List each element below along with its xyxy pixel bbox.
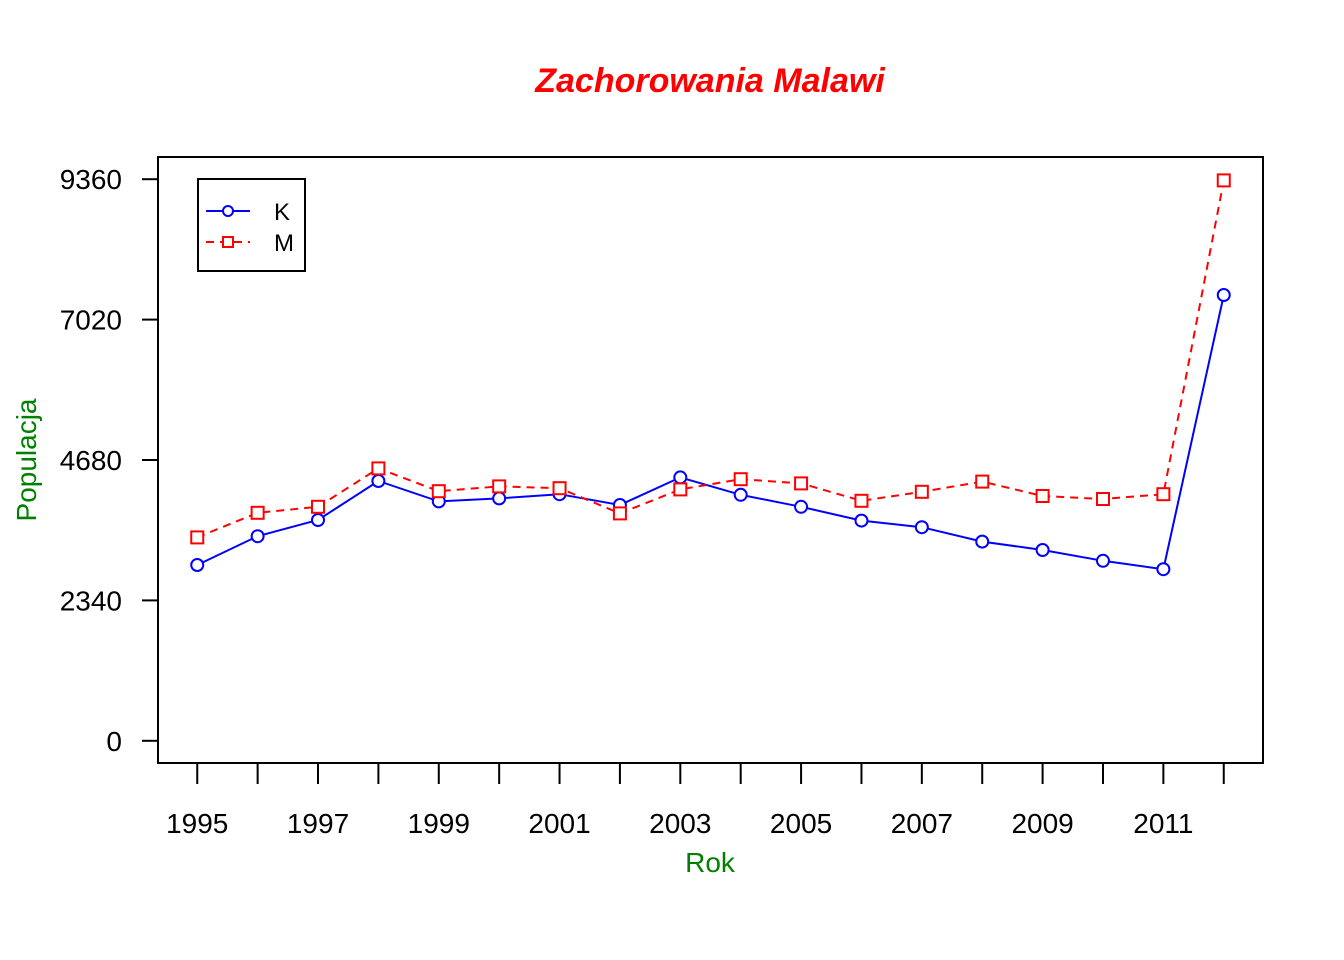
point-K [914, 520, 929, 535]
legend-marker-M [222, 236, 234, 248]
point-M [1216, 173, 1231, 188]
point-K [1216, 288, 1231, 302]
point-K [1035, 543, 1050, 557]
legend-label-M: M [274, 230, 294, 257]
y-tick-label: 0 [106, 726, 122, 757]
x-tick-label: 2009 [1011, 808, 1073, 839]
y-axis: 0 2340 4680 7020 9360 [60, 164, 158, 757]
point-K [1095, 553, 1110, 568]
point-M [612, 506, 627, 521]
x-tick-label: 1997 [287, 808, 349, 839]
series-line-K [196, 294, 1225, 571]
y-tick-label: 7020 [60, 305, 122, 336]
x-tick-label: 1999 [408, 808, 470, 839]
series-M [190, 173, 1231, 545]
x-tick-label: 2007 [891, 808, 953, 839]
x-tick-label: 2001 [528, 808, 590, 839]
y-tick-label: 2340 [60, 585, 122, 616]
chart-title: Zachorowania Malawi [534, 62, 886, 100]
point-M [794, 476, 809, 491]
point-M [1156, 487, 1171, 502]
point-M [975, 474, 990, 489]
point-M [673, 482, 688, 497]
point-K [975, 534, 990, 549]
point-M [311, 499, 326, 514]
x-tick-label: 2011 [1133, 808, 1193, 839]
point-M [854, 493, 869, 508]
point-K [1156, 562, 1171, 577]
series-line-M [196, 180, 1225, 539]
series-group [190, 173, 1231, 577]
legend: KM [197, 178, 306, 272]
legend-box [197, 178, 306, 272]
series-K [190, 288, 1231, 577]
x-tick-label: 2005 [770, 808, 832, 839]
point-M [1095, 492, 1110, 506]
plot-frame [157, 156, 1264, 764]
point-M [431, 484, 446, 499]
legend-label-K: K [274, 199, 290, 226]
x-tick-label: 1995 [166, 808, 228, 839]
point-M [492, 479, 507, 494]
point-M [250, 505, 265, 520]
point-M [1035, 489, 1050, 503]
point-M [371, 461, 386, 476]
point-K [733, 487, 748, 502]
x-axis: 1995 1997 1999 2001 2003 2005 2007 2009 2011 [166, 763, 1225, 839]
point-M [552, 481, 567, 496]
point-M [914, 484, 929, 499]
point-K [250, 529, 265, 544]
point-K [190, 558, 205, 572]
x-axis-label: Rok [685, 847, 736, 878]
x-tick-label: 2003 [649, 808, 711, 839]
y-tick-label: 9360 [60, 164, 122, 195]
point-K [371, 474, 386, 488]
point-K [854, 513, 869, 528]
legend-marker-K [222, 205, 234, 217]
y-tick-label: 4680 [60, 445, 122, 476]
point-K [492, 491, 507, 506]
y-axis-label: Populacja [11, 398, 42, 521]
point-K [673, 470, 688, 485]
point-K [311, 513, 326, 527]
point-M [190, 530, 205, 545]
point-K [794, 499, 809, 514]
point-M [733, 472, 748, 487]
